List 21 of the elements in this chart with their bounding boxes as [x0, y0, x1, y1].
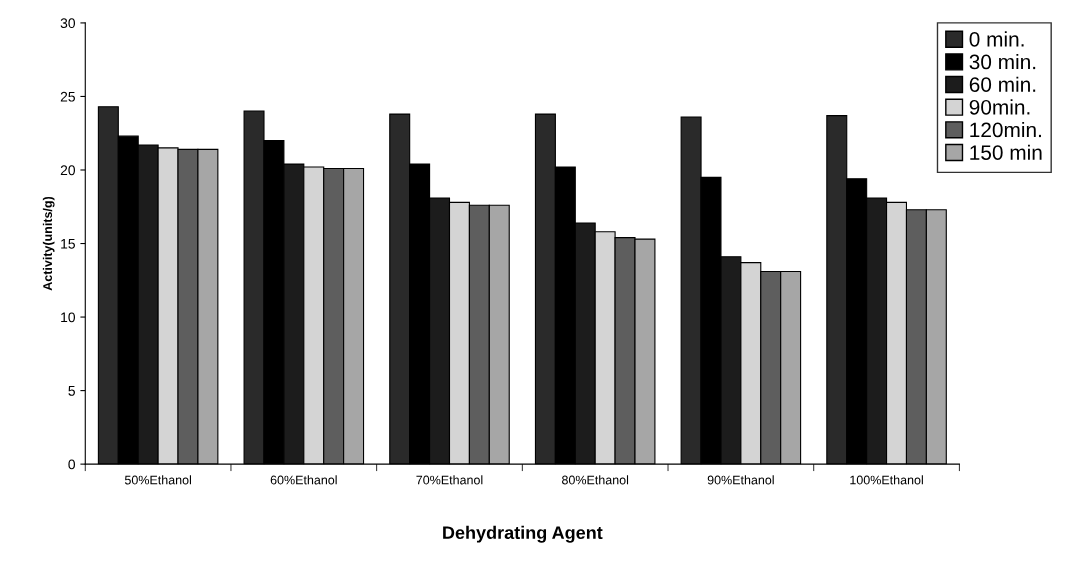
y-tick-label: 20: [60, 165, 76, 176]
x-tick-label: 50%Ethanol: [124, 475, 191, 485]
y-tick-label: 0: [68, 459, 76, 470]
legend-label: 150 min: [970, 144, 1042, 160]
x-tick-label: 100%Ethanol: [850, 475, 923, 485]
x-tick-label: 80%Ethanol: [562, 475, 629, 485]
y-tick-label: 30: [60, 18, 76, 29]
legend-label: 30 min.: [969, 54, 1036, 70]
y-tick-label: 10: [61, 312, 76, 323]
legend-label: 90min.: [969, 99, 1030, 115]
y-tick-label: 25: [60, 91, 75, 102]
legend-label: 120min.: [970, 121, 1041, 138]
y-tick-label: 15: [61, 239, 75, 249]
x-tick-label: 90%Ethanol: [707, 475, 774, 485]
x-tick-label: 60%Ethanol: [270, 475, 337, 485]
legend-label: 0 min.: [969, 31, 1024, 47]
y-axis-title: Activity(units/g): [42, 196, 55, 291]
legend-label: 60 min.: [969, 76, 1036, 92]
y-tick-label: 5: [68, 386, 75, 396]
x-axis-title: Dehydrating Agent: [443, 525, 603, 543]
x-tick-label: 70%Ethanol: [416, 475, 483, 485]
